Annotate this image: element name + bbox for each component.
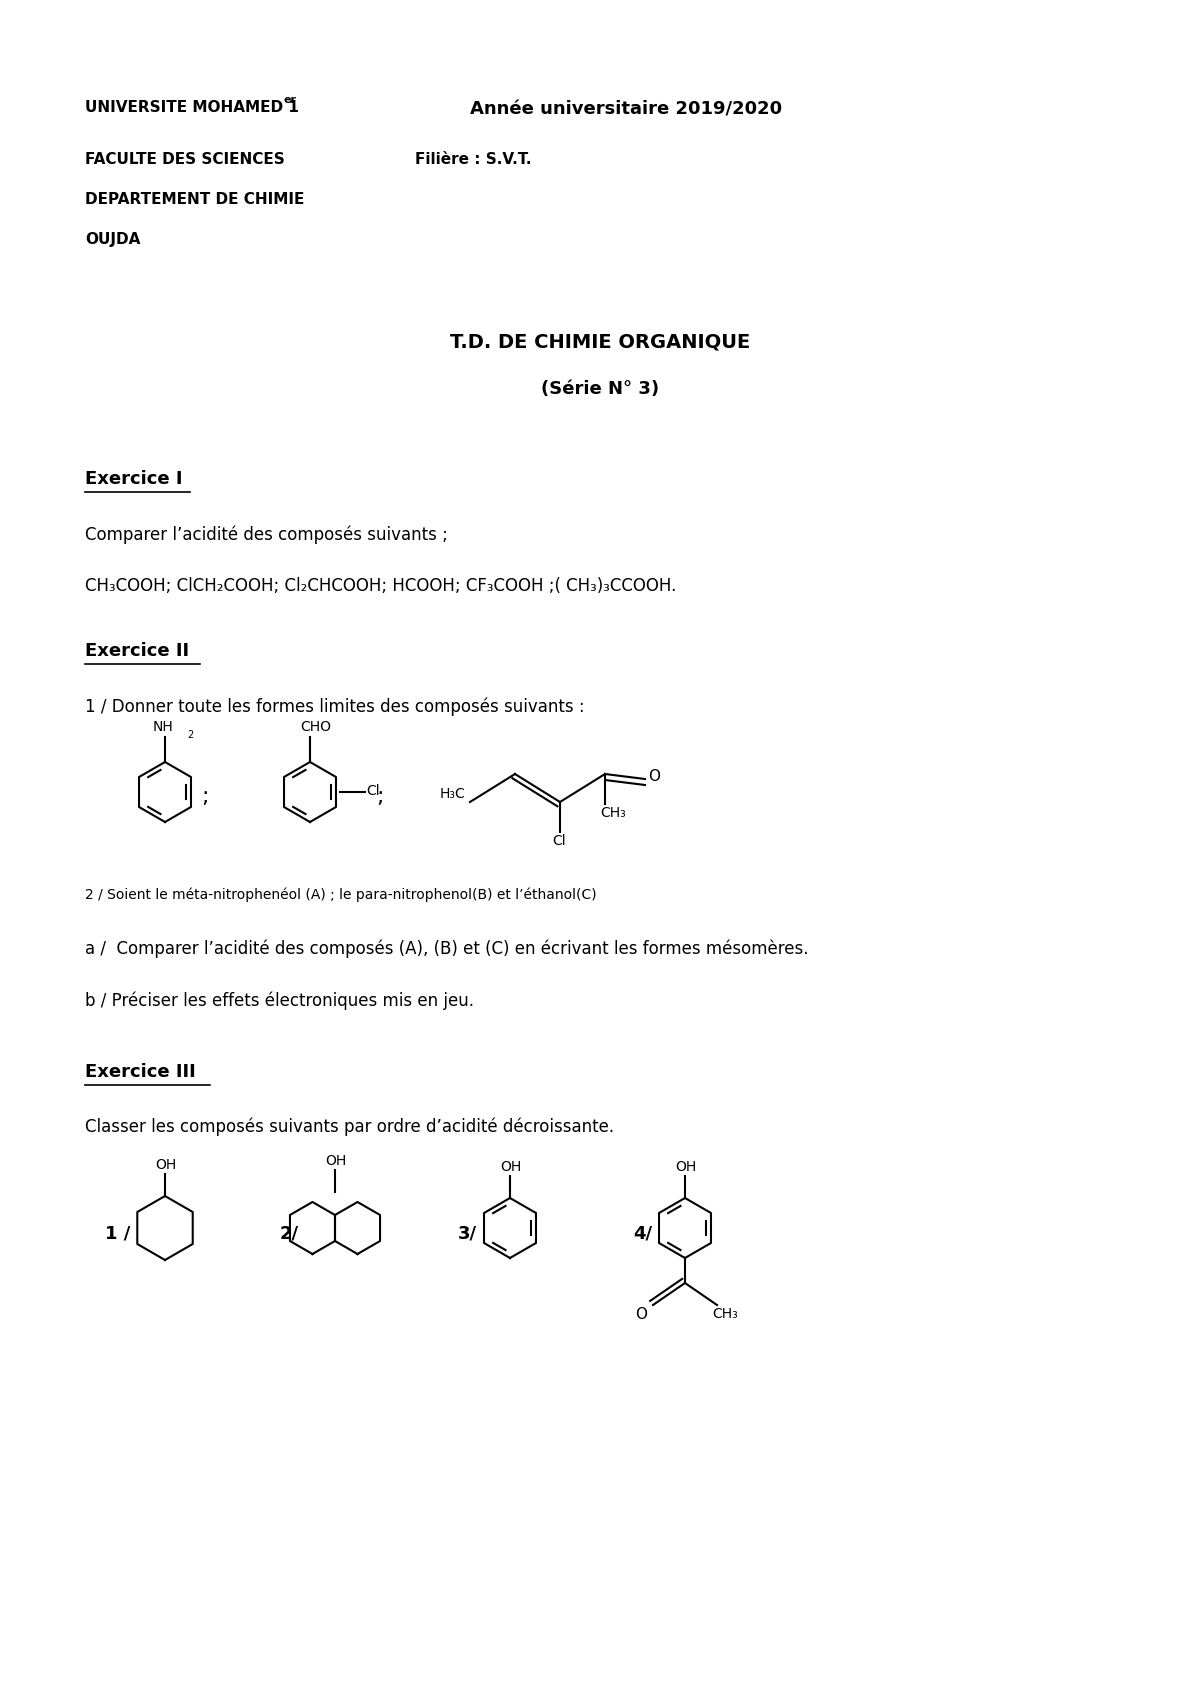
Text: CH₃: CH₃ [600,806,625,820]
Text: CH₃: CH₃ [712,1307,738,1320]
Text: Année universitaire 2019/2020: Année universitaire 2019/2020 [470,100,782,119]
Text: CH₃COOH; ClCH₂COOH; Cl₂CHCOOH; HCOOH; CF₃COOH ;( CH₃)₃CCOOH.: CH₃COOH; ClCH₂COOH; Cl₂CHCOOH; HCOOH; CF… [85,577,677,596]
Text: Classer les composés suivants par ordre d’acidité décroissante.: Classer les composés suivants par ordre … [85,1118,614,1137]
Text: a /  Comparer l’acidité des composés (A), (B) et (C) en écrivant les formes méso: a / Comparer l’acidité des composés (A),… [85,938,809,957]
Text: O: O [635,1307,647,1322]
Text: 3/: 3/ [458,1224,478,1242]
Text: NH: NH [154,720,174,735]
Text: 4/: 4/ [634,1224,652,1242]
Text: T.D. DE CHIMIE ORGANIQUE: T.D. DE CHIMIE ORGANIQUE [450,333,750,351]
Text: (Série N° 3): (Série N° 3) [541,380,659,399]
Text: Cl: Cl [366,784,379,798]
Text: OH: OH [155,1157,176,1173]
Text: ;: ; [202,787,209,808]
Text: OH: OH [500,1161,521,1174]
Text: Cl: Cl [552,833,565,848]
Text: OUJDA: OUJDA [85,232,140,248]
Text: OH: OH [674,1161,696,1174]
Text: FACULTE DES SCIENCES: FACULTE DES SCIENCES [85,153,284,166]
Text: ;: ; [377,787,384,808]
Text: Comparer l’acidité des composés suivants ;: Comparer l’acidité des composés suivants… [85,524,448,543]
Text: 2/: 2/ [280,1224,299,1242]
Text: b / Préciser les effets électroniques mis en jeu.: b / Préciser les effets électroniques mi… [85,991,474,1010]
Text: CHO: CHO [300,720,331,735]
Text: Exercice I: Exercice I [85,470,182,489]
Text: 2: 2 [187,730,193,740]
Text: Filière : S.V.T.: Filière : S.V.T. [415,153,532,166]
Text: UNIVERSITE MOHAMED 1: UNIVERSITE MOHAMED 1 [85,100,299,115]
Text: DEPARTEMENT DE CHIMIE: DEPARTEMENT DE CHIMIE [85,192,305,207]
Text: OH: OH [325,1154,347,1168]
Text: Exercice II: Exercice II [85,641,190,660]
Text: 1 /: 1 / [106,1224,131,1242]
Text: H₃C: H₃C [439,787,466,801]
Text: Exercice III: Exercice III [85,1062,196,1081]
Text: er: er [283,95,296,105]
Text: 2 / Soient le méta-nitrophenéol (A) ; le para-nitrophenol(B) et l’éthanol(C): 2 / Soient le méta-nitrophenéol (A) ; le… [85,888,596,901]
Text: O: O [648,769,660,784]
Text: 1 / Donner toute les formes limites des composés suivants :: 1 / Donner toute les formes limites des … [85,697,584,716]
